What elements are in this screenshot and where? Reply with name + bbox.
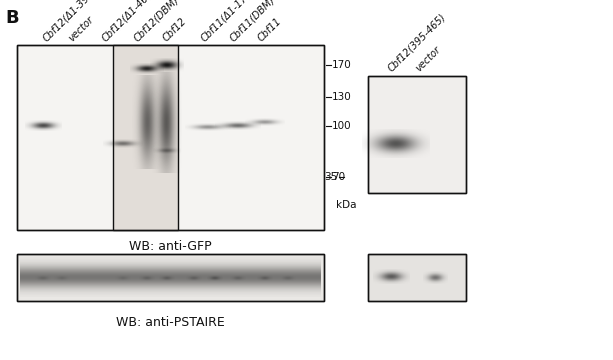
Text: Cbf12(DBM): Cbf12(DBM) [132,0,181,43]
Bar [17,45,324,230]
Bar [17,254,324,301]
Text: WB: anti-PSTAIRE: WB: anti-PSTAIRE [116,316,225,329]
Text: kDa: kDa [336,200,356,210]
Text: vector: vector [414,45,443,74]
Text: 170: 170 [332,60,352,70]
Text: Cbf11: Cbf11 [256,16,284,43]
Text: Cbf12(Δ1-394): Cbf12(Δ1-394) [40,0,98,43]
Bar [17,45,324,230]
Bar [17,254,324,301]
Text: Cbf12: Cbf12 [161,16,189,43]
Text: Cbf12(395-465): Cbf12(395-465) [386,12,448,74]
Text: 70: 70 [332,172,345,182]
Text: Cbf11(DBM): Cbf11(DBM) [228,0,277,43]
Text: 130: 130 [332,92,352,102]
Text: Cbf12(Δ1-465): Cbf12(Δ1-465) [100,0,158,43]
Bar [368,76,466,193]
Text: vector: vector [67,14,96,43]
Text: 35: 35 [324,172,337,182]
Bar [113,45,178,230]
Text: WB: anti-GFP: WB: anti-GFP [129,240,211,253]
Text: 100: 100 [332,121,352,131]
Bar [368,76,466,193]
Bar [368,254,466,301]
Text: Cbf11(Δ1-172): Cbf11(Δ1-172) [199,0,256,43]
Text: B: B [5,9,18,27]
Bar [368,254,466,301]
